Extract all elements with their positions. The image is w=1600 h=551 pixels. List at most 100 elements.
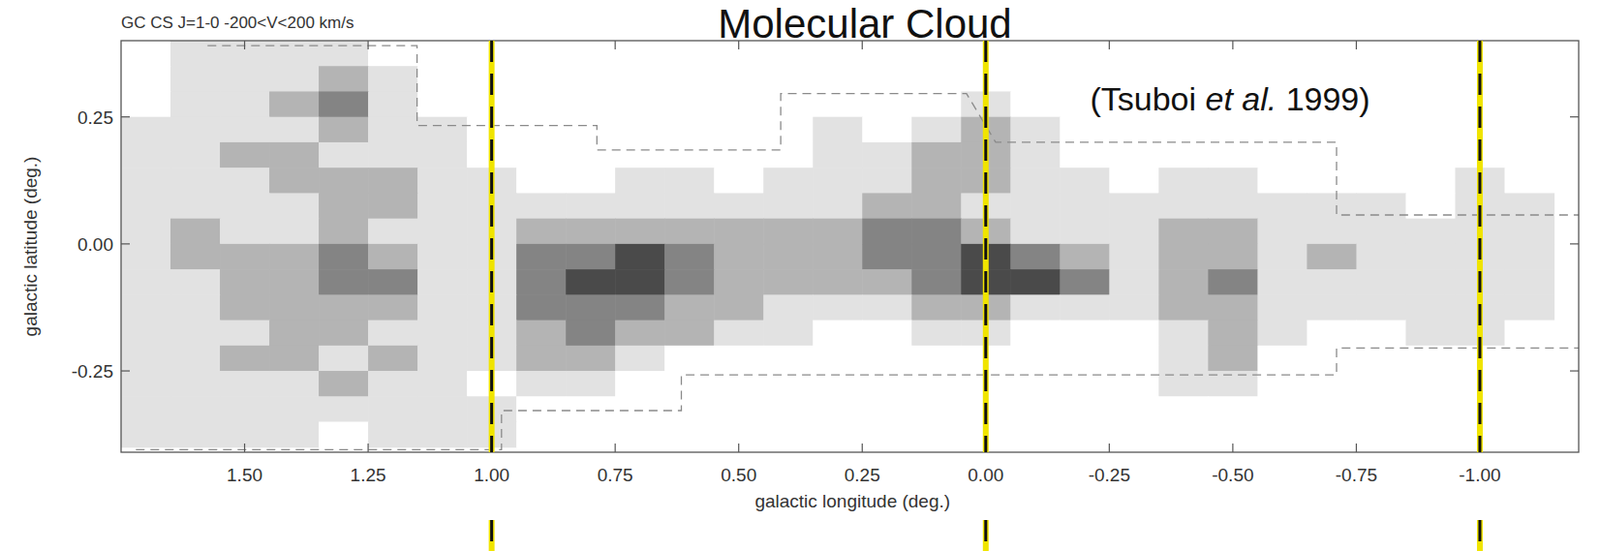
cell xyxy=(1306,345,1357,372)
cell xyxy=(1306,117,1357,144)
cell xyxy=(615,192,666,219)
cell xyxy=(1355,370,1407,398)
cell xyxy=(1257,269,1308,296)
cell xyxy=(565,91,616,118)
cell xyxy=(812,269,863,296)
cell xyxy=(1207,244,1259,271)
cell xyxy=(516,192,567,219)
cell xyxy=(1010,244,1061,271)
cell xyxy=(1010,320,1061,347)
cell xyxy=(318,40,370,67)
cell xyxy=(1355,269,1407,296)
cell xyxy=(713,294,765,321)
cell xyxy=(121,370,172,398)
cell xyxy=(516,422,567,449)
cell xyxy=(763,396,814,423)
cell xyxy=(1257,396,1308,423)
cell xyxy=(1405,167,1456,194)
reference-line xyxy=(1476,40,1483,453)
cell xyxy=(1355,40,1407,67)
cell xyxy=(1257,167,1308,194)
cell xyxy=(516,396,567,423)
x-tick-label: -0.75 xyxy=(1335,464,1378,486)
cell xyxy=(911,192,962,219)
x-tick xyxy=(1231,443,1233,453)
cell xyxy=(1158,192,1209,219)
cell xyxy=(812,91,863,118)
cell xyxy=(1108,218,1160,246)
cell xyxy=(318,142,370,169)
cell xyxy=(121,218,172,246)
cell xyxy=(269,91,320,118)
cell xyxy=(812,422,863,449)
cell xyxy=(911,269,962,296)
cell xyxy=(219,218,271,246)
cell xyxy=(368,40,419,67)
cell xyxy=(318,320,370,347)
cell xyxy=(219,244,271,271)
cell xyxy=(1306,320,1357,347)
annotation-text: (Tsuboi et al. 1999) xyxy=(1089,80,1370,118)
cell xyxy=(1405,320,1456,347)
cell xyxy=(812,65,863,93)
cell xyxy=(763,65,814,93)
cell xyxy=(269,244,320,271)
cell xyxy=(417,192,468,219)
title: Molecular Cloud xyxy=(717,0,1012,47)
cell xyxy=(713,167,765,194)
cell xyxy=(1257,142,1308,169)
cell xyxy=(1207,142,1259,169)
cell xyxy=(664,218,715,246)
cell xyxy=(219,269,271,296)
y-tick xyxy=(121,369,130,371)
cell xyxy=(911,345,962,372)
y-tick xyxy=(121,116,130,118)
cell xyxy=(1306,396,1357,423)
x-tick xyxy=(1231,40,1233,50)
cell xyxy=(318,117,370,144)
cell xyxy=(1158,167,1209,194)
cell xyxy=(1355,345,1407,372)
y-tick-label: 0.00 xyxy=(77,234,114,255)
cell xyxy=(565,422,616,449)
reference-line xyxy=(983,40,989,453)
cell xyxy=(565,320,616,347)
cell xyxy=(1504,269,1555,296)
cell xyxy=(269,320,320,347)
cell xyxy=(1257,320,1308,347)
cell xyxy=(1355,294,1407,321)
cell xyxy=(417,117,468,144)
cell xyxy=(861,422,913,449)
cell xyxy=(1059,269,1110,296)
x-tick xyxy=(738,443,739,453)
cell xyxy=(1108,142,1160,169)
cell xyxy=(170,218,221,246)
cell xyxy=(121,117,172,144)
cell xyxy=(1306,218,1357,246)
cell xyxy=(615,91,666,118)
cell xyxy=(1059,396,1110,423)
cell xyxy=(1010,218,1061,246)
cell xyxy=(1355,142,1407,169)
cell xyxy=(1405,294,1456,321)
cell xyxy=(812,218,863,246)
cell xyxy=(219,91,271,118)
cell xyxy=(516,345,567,372)
cell xyxy=(911,244,962,271)
cell xyxy=(664,91,715,118)
cell xyxy=(812,192,863,219)
x-tick-label: 1.25 xyxy=(350,464,387,486)
cell xyxy=(1207,192,1259,219)
cell xyxy=(1257,192,1308,219)
cell xyxy=(269,167,320,194)
cell xyxy=(269,117,320,144)
cell xyxy=(565,269,616,296)
x-tick-label: 0.50 xyxy=(720,464,757,486)
cell xyxy=(911,91,962,118)
annotation-part: (Tsuboi xyxy=(1089,80,1205,118)
cell xyxy=(664,142,715,169)
cell xyxy=(713,320,765,347)
ticks: 1.501.251.000.750.500.250.00-0.25-0.50-0… xyxy=(71,40,1579,486)
cell xyxy=(1207,320,1259,347)
cell xyxy=(1010,294,1061,321)
